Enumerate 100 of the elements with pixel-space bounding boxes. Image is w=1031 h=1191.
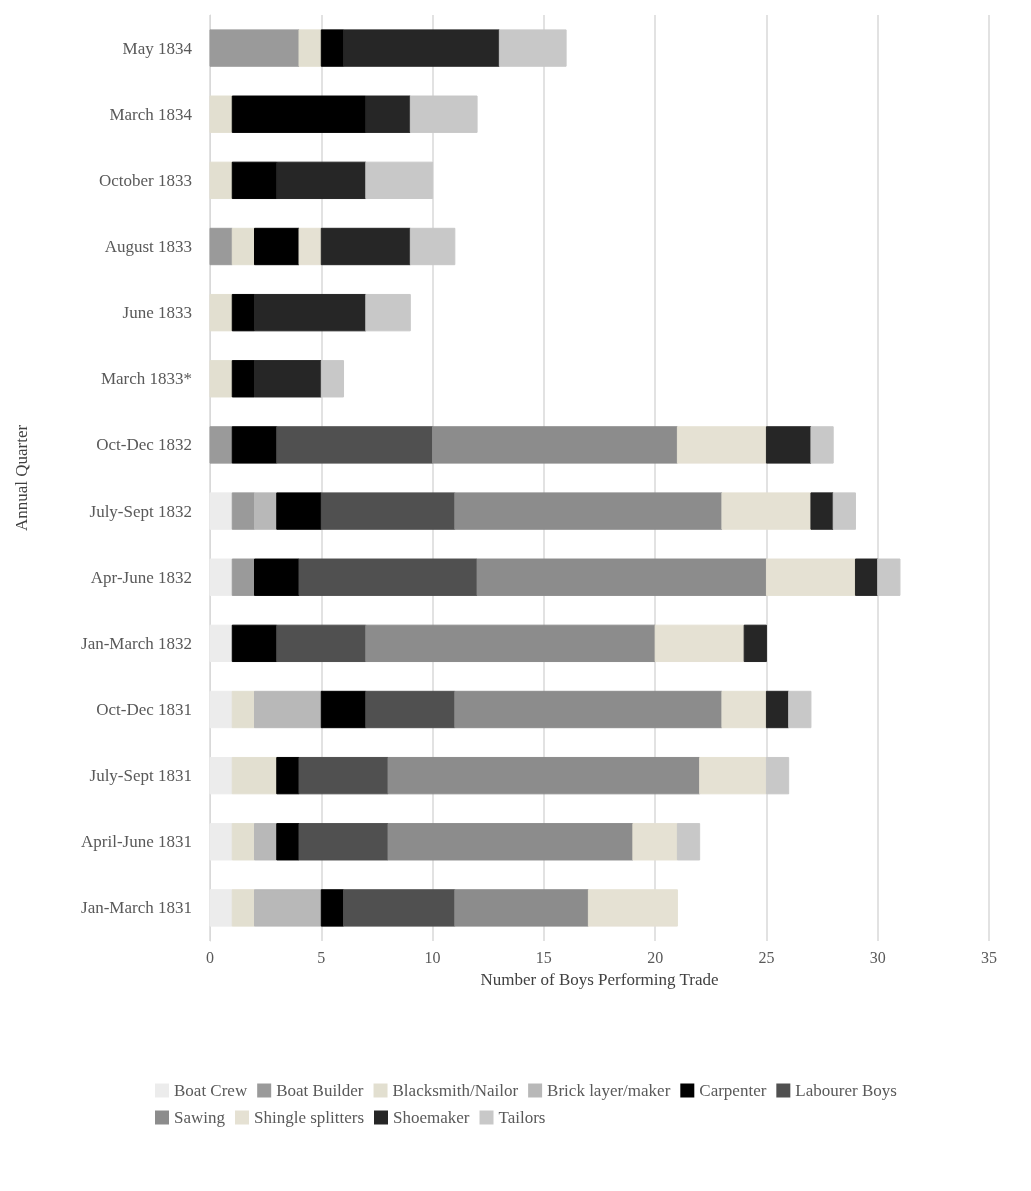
y-tick-label: July-Sept 1832 xyxy=(89,501,192,521)
bar xyxy=(298,29,322,67)
bar xyxy=(765,426,812,464)
bar xyxy=(231,426,278,464)
bar xyxy=(209,889,233,927)
x-tick-label: 15 xyxy=(535,948,552,966)
bar xyxy=(365,690,456,729)
bar xyxy=(298,558,478,596)
legend-label: Shoemaker xyxy=(393,1108,470,1127)
x-tick-label: 20 xyxy=(647,948,664,966)
bar xyxy=(788,690,812,729)
y-tick-label: October 1833 xyxy=(98,170,192,190)
legend-label: Sawing xyxy=(174,1108,226,1127)
y-tick-label: April-June 1831 xyxy=(81,832,192,852)
y-tick-label: Jan-March 1832 xyxy=(81,633,192,653)
bar xyxy=(209,426,233,464)
bar xyxy=(231,227,256,266)
bar xyxy=(365,95,411,133)
bar xyxy=(676,823,701,861)
x-tick-label: 30 xyxy=(869,948,886,966)
bar xyxy=(231,624,278,663)
bar xyxy=(320,690,367,729)
bar xyxy=(877,558,901,596)
bar xyxy=(209,558,233,596)
bar xyxy=(810,492,834,530)
bar xyxy=(231,95,367,133)
bar xyxy=(254,227,300,266)
bar xyxy=(209,823,233,861)
legend-label: Labourer Boys xyxy=(795,1081,897,1100)
bar xyxy=(409,227,456,266)
y-tick-label: Jan-March 1831 xyxy=(81,898,192,918)
legend-label: Blacksmith/Nailor xyxy=(392,1081,519,1100)
bar xyxy=(276,161,367,200)
bar xyxy=(476,558,767,596)
bar xyxy=(721,690,767,729)
bar xyxy=(209,29,300,67)
bar xyxy=(209,690,233,729)
legend-label: Boat Builder xyxy=(276,1081,364,1100)
bar xyxy=(231,161,278,200)
bar xyxy=(276,756,300,795)
bar xyxy=(454,889,589,927)
x-tick-label: 25 xyxy=(758,948,775,966)
bar xyxy=(365,624,656,663)
y-axis-title: Annual Quarter xyxy=(12,424,31,532)
bar xyxy=(320,492,456,530)
bar xyxy=(209,624,233,663)
bar xyxy=(365,161,434,200)
y-tick-label: Oct-Dec 1832 xyxy=(96,435,192,455)
bar xyxy=(254,690,322,729)
y-tick-label: March 1834 xyxy=(109,104,193,124)
bar xyxy=(387,756,701,795)
bar xyxy=(231,492,256,530)
legend-label: Boat Crew xyxy=(174,1081,248,1100)
bar xyxy=(231,293,256,332)
bar xyxy=(454,492,723,530)
bar xyxy=(765,756,790,795)
bar xyxy=(743,624,767,663)
bar xyxy=(810,426,834,464)
bar xyxy=(343,29,500,67)
y-tick-label: Apr-June 1832 xyxy=(90,567,192,587)
bar xyxy=(699,756,767,795)
bar xyxy=(854,558,879,596)
bar xyxy=(276,426,434,464)
bar xyxy=(409,95,478,133)
bar xyxy=(254,558,300,596)
bar xyxy=(387,823,634,861)
bar xyxy=(209,756,233,795)
y-tick-label: June 1833 xyxy=(122,303,192,323)
x-tick-label: 0 xyxy=(206,948,214,966)
bar xyxy=(765,690,790,729)
x-tick-label: 5 xyxy=(317,948,326,966)
bar xyxy=(231,360,256,398)
bar xyxy=(343,889,456,927)
legend-label: Tailors xyxy=(498,1108,546,1127)
bar xyxy=(276,823,300,861)
legend-label: Shingle splitters xyxy=(254,1108,365,1127)
bar xyxy=(209,227,233,266)
bar xyxy=(432,426,678,464)
bar xyxy=(231,889,256,927)
bar xyxy=(320,889,345,927)
bar xyxy=(276,624,367,663)
bar xyxy=(298,756,389,795)
y-tick-label: July-Sept 1831 xyxy=(89,766,192,786)
bar xyxy=(254,889,322,927)
x-tick-label: 10 xyxy=(424,948,441,966)
bar xyxy=(231,690,256,729)
bar xyxy=(276,492,322,530)
bar xyxy=(298,823,389,861)
bar xyxy=(320,360,345,398)
legend-label: Brick layer/maker xyxy=(547,1081,671,1100)
bar xyxy=(498,29,567,67)
bar xyxy=(298,227,322,266)
y-tick-label: Oct-Dec 1831 xyxy=(96,700,192,719)
bar xyxy=(320,29,345,67)
legend-label: Carpenter xyxy=(699,1081,767,1100)
y-tick-label: March 1833* xyxy=(100,369,192,389)
x-tick-label: 35 xyxy=(981,948,997,966)
bar xyxy=(231,558,256,596)
bar xyxy=(209,492,233,530)
bar xyxy=(231,823,256,861)
